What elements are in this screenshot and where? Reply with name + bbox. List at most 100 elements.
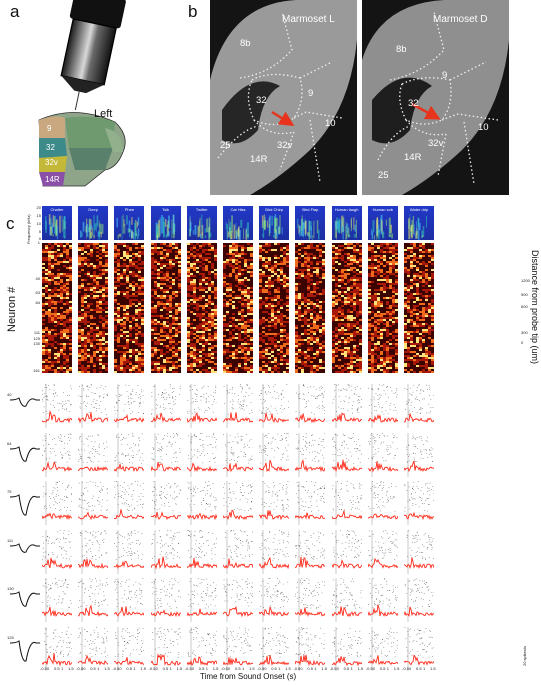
heatmap-cell — [78, 247, 82, 249]
spike-tick — [171, 539, 173, 541]
spike-tick — [47, 413, 49, 414]
heatmap-cell — [168, 369, 172, 371]
heatmap-cell — [126, 313, 130, 315]
spike-tick — [131, 504, 133, 506]
heatmap-cell — [171, 347, 175, 349]
heatmap-cell — [171, 277, 175, 279]
heatmap-cell — [69, 311, 72, 313]
heatmap-cell — [69, 329, 72, 331]
heatmap-cell — [63, 337, 66, 339]
heatmap-cell — [204, 275, 208, 277]
heatmap-cell — [171, 317, 175, 319]
spike-tick — [172, 548, 174, 549]
heatmap-cell — [114, 283, 118, 285]
heatmap-cell — [186, 295, 190, 297]
heatmap-cell — [102, 263, 106, 265]
heatmap-cell — [81, 315, 85, 317]
heatmap-cell — [126, 271, 130, 273]
raster-psth-cell — [150, 384, 181, 428]
heatmap-cell — [84, 371, 88, 373]
spike-tick — [158, 599, 160, 601]
spike-tick — [164, 393, 165, 394]
spike-tick — [158, 635, 160, 637]
heatmap-cell — [117, 345, 121, 347]
raster-psth-cell — [78, 481, 109, 525]
spike-tick — [160, 551, 162, 552]
heatmap-cell — [84, 263, 88, 265]
spike-tick — [106, 637, 107, 639]
heatmap-cell — [171, 335, 175, 337]
spike-tick — [139, 544, 141, 545]
spike-tick — [121, 433, 123, 435]
heatmap-cell — [78, 277, 82, 279]
heatmap-cell — [213, 327, 217, 329]
spike-tick — [49, 589, 51, 591]
heatmap-cell — [192, 283, 196, 285]
heatmap-cell — [96, 257, 100, 259]
spike-tick — [127, 641, 129, 643]
heatmap-cell — [174, 341, 178, 343]
spike-tick — [160, 446, 162, 448]
heatmap-cell — [117, 255, 121, 257]
spike-tick — [80, 534, 82, 536]
spike-tick — [83, 388, 85, 389]
spike-tick — [166, 494, 168, 495]
spectrogram-band — [131, 217, 134, 225]
heatmap-left-tick: 63 — [35, 290, 40, 295]
heatmap-cell — [210, 335, 214, 337]
heatmap-cell — [96, 353, 100, 355]
heatmap-cell — [201, 289, 205, 291]
heatmap-cell — [63, 363, 66, 365]
raster-plot — [150, 578, 181, 622]
heatmap-cell — [195, 337, 199, 339]
heatmap-cell — [60, 311, 63, 313]
heatmap-cell — [51, 253, 54, 255]
heatmap-cell — [192, 321, 196, 323]
spectrogram-band — [129, 228, 132, 233]
heatmap-cell — [126, 343, 130, 345]
heatmap-cell — [87, 369, 91, 371]
spike-tick — [172, 538, 173, 539]
heatmap-cell — [132, 365, 136, 367]
heatmap-cell — [210, 359, 214, 361]
spectrogram-band — [52, 234, 54, 237]
heatmap-cell — [54, 333, 57, 335]
heatmap-cell — [51, 261, 54, 263]
heatmap-cell — [102, 341, 106, 343]
spike-tick — [126, 500, 128, 501]
heatmap-cell — [171, 253, 175, 255]
spike-tick — [105, 650, 106, 651]
heatmap-cell — [207, 361, 211, 363]
spike-tick — [79, 386, 81, 387]
heatmap-cell — [69, 309, 72, 311]
heatmap-cell — [129, 281, 133, 283]
heatmap-cell — [45, 261, 48, 263]
heatmap-cell — [60, 289, 63, 291]
heatmap-cell — [48, 357, 51, 359]
heatmap-cell — [51, 359, 54, 361]
heatmap-cell — [42, 367, 45, 369]
heatmap-cell — [192, 267, 196, 269]
heatmap-cell — [117, 293, 121, 295]
heatmap-cell — [84, 343, 88, 345]
spike-tick — [128, 402, 129, 403]
heatmap-cell — [57, 263, 60, 265]
heatmap-cell — [156, 313, 160, 315]
heatmap-cell — [42, 283, 45, 285]
heatmap-cell — [57, 371, 60, 373]
heatmap-cell — [210, 323, 214, 325]
heatmap-cell — [135, 257, 139, 259]
heatmap-cell — [51, 305, 54, 307]
heatmap-cell — [66, 363, 69, 365]
heatmap-cell — [57, 359, 60, 361]
heatmap-cell — [210, 353, 214, 355]
spike-tick — [159, 491, 161, 492]
heatmap-cell — [174, 257, 178, 259]
spike-tick — [84, 638, 86, 640]
spike-tick — [97, 499, 99, 501]
heatmap-cell — [102, 273, 106, 275]
heatmap-cell — [162, 281, 166, 283]
heatmap-cell — [57, 293, 60, 295]
heatmap-cell — [210, 293, 214, 295]
spike-tick — [115, 579, 117, 580]
